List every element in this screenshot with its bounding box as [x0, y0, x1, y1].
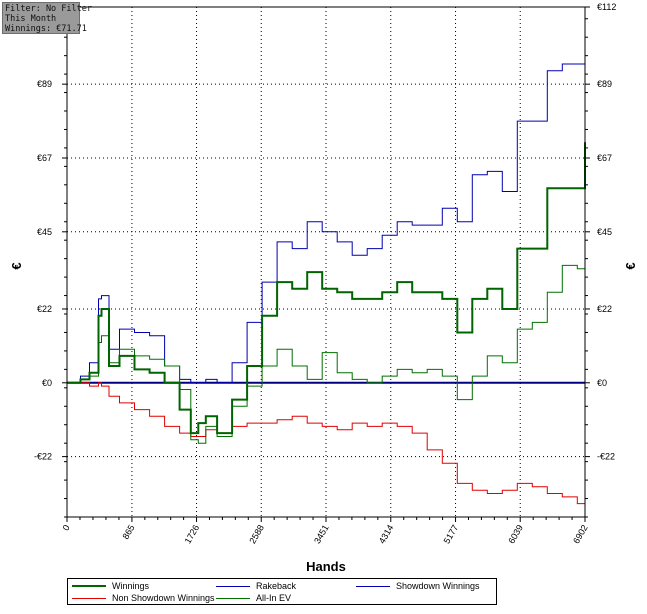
- y-tick-label-right: -€22: [597, 452, 615, 462]
- y-axis-right: -€22 €0 €22 €45 €67 €89 €112: [585, 2, 616, 518]
- y-tick-label-right: €89: [597, 79, 612, 89]
- x-tick-label: 6902: [571, 523, 590, 545]
- legend-label: Non Showdown Winnings: [112, 593, 215, 603]
- legend-item-winnings: Winnings: [72, 580, 149, 592]
- legend-swatch-non-showdown: [72, 597, 106, 599]
- chart-legend: Winnings Rakeback Showdown Winnings Non …: [67, 578, 497, 605]
- x-tick-label: 1726: [183, 523, 202, 545]
- y-tick-label-left: €45: [37, 227, 52, 237]
- filter-info-box: Filter: No Filter This Month Winnings: €…: [2, 2, 92, 34]
- y-tick-label-left: €89: [37, 79, 52, 89]
- y-tick-label-left: €22: [37, 304, 52, 314]
- legend-label: Winnings: [112, 581, 150, 591]
- x-tick-label: 4314: [377, 523, 396, 545]
- legend-swatch-all-in-ev: [216, 597, 250, 599]
- winnings-total-label: Winnings: €71.71: [5, 24, 87, 34]
- grid-lines: [67, 7, 585, 517]
- x-tick-label: 865: [120, 523, 136, 541]
- period-label: This Month: [5, 14, 57, 24]
- series-line-non-showdown-winnings: [67, 382, 586, 507]
- y-tick-label-right: €112: [597, 2, 616, 12]
- filter-label: Filter: No Filter: [5, 4, 92, 14]
- y-axis-title-right: €: [623, 262, 638, 269]
- legend-swatch-showdown: [356, 585, 390, 587]
- legend-item-showdown-winnings: Showdown Winnings: [356, 580, 480, 592]
- series-lines: [67, 7, 586, 507]
- legend-swatch-winnings: [72, 585, 106, 587]
- x-tick-label: 5177: [442, 523, 461, 545]
- x-axis-title: Hands: [306, 559, 346, 574]
- y-tick-label-right: €45: [597, 227, 612, 237]
- y-tick-label-right: €22: [597, 304, 612, 314]
- x-tick-label: 2588: [247, 523, 266, 545]
- legend-label: Showdown Winnings: [396, 581, 480, 591]
- x-axis: 0 865 1726 2588 3451 4314 5177 6039 6902: [61, 517, 590, 545]
- y-axis-left: -€22€0€22€45€67€89€112: [33, 2, 67, 518]
- series-line-winnings: [67, 142, 586, 435]
- y-tick-label-right: €67: [597, 153, 612, 163]
- y-tick-label-left: €0: [42, 378, 52, 388]
- legend-swatch-rakeback: [216, 585, 250, 587]
- x-tick-label: 0: [61, 523, 72, 532]
- y-tick-label-left: -€22: [34, 452, 52, 462]
- legend-item-rakeback: Rakeback: [216, 580, 296, 592]
- legend-label: Rakeback: [256, 581, 297, 591]
- series-line-rakeback: [67, 7, 586, 384]
- x-tick-label: 3451: [312, 523, 331, 545]
- y-tick-label-left: €67: [37, 153, 52, 163]
- x-tick-label: 6039: [506, 523, 525, 545]
- y-tick-label-right: €0: [597, 378, 607, 388]
- legend-item-all-in-ev: All-In EV: [216, 592, 291, 604]
- y-axis-title-left: €: [9, 262, 24, 269]
- legend-label: All-In EV: [256, 593, 292, 603]
- series-line-all-in-ev: [67, 241, 586, 444]
- legend-item-non-showdown-winnings: Non Showdown Winnings: [72, 592, 215, 604]
